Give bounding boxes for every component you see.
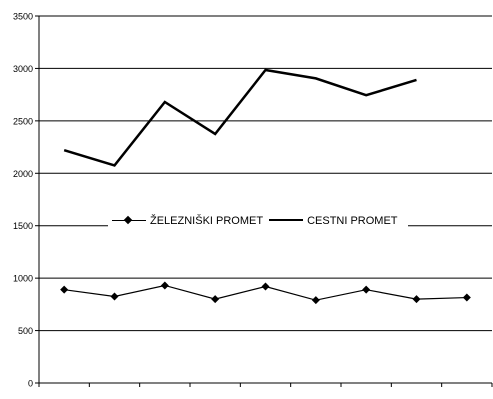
y-tick-label-3500: 3500 bbox=[13, 12, 33, 22]
legend-swatch-thick-line bbox=[269, 215, 303, 227]
legend-label-zelezniski: ŽELEZNIŠKI PROMET bbox=[150, 215, 263, 227]
series-0-point-4 bbox=[262, 283, 270, 291]
series-0-point-2 bbox=[161, 281, 169, 289]
y-tick-label-1500: 1500 bbox=[13, 221, 33, 231]
legend-swatch-diamond-line bbox=[112, 215, 146, 227]
y-tick-label-500: 500 bbox=[18, 326, 33, 336]
series-line-1 bbox=[64, 70, 416, 165]
y-tick-label-2000: 2000 bbox=[13, 169, 33, 179]
legend-item-cestni: CESTNI PROMET bbox=[269, 215, 397, 227]
series-0-point-5 bbox=[312, 296, 320, 304]
legend-item-zelezniski: ŽELEZNIŠKI PROMET bbox=[112, 215, 263, 227]
series-0-point-1 bbox=[111, 292, 119, 300]
series-0-point-7 bbox=[413, 295, 421, 303]
legend-label-cestni: CESTNI PROMET bbox=[307, 215, 397, 227]
series-0-point-6 bbox=[362, 286, 370, 294]
y-tick-label-1000: 1000 bbox=[13, 274, 33, 284]
series-0-point-3 bbox=[211, 295, 219, 303]
y-tick-label-0: 0 bbox=[28, 379, 33, 389]
series-0-point-8 bbox=[463, 294, 471, 302]
y-tick-label-3000: 3000 bbox=[13, 64, 33, 74]
series-0-point-0 bbox=[60, 286, 68, 294]
legend: ŽELEZNIŠKI PROMET CESTNI PROMET bbox=[108, 210, 408, 232]
y-tick-label-2500: 2500 bbox=[13, 116, 33, 126]
